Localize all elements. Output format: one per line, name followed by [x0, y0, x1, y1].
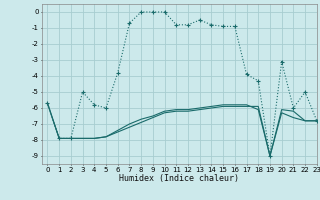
X-axis label: Humidex (Indice chaleur): Humidex (Indice chaleur) [119, 174, 239, 183]
